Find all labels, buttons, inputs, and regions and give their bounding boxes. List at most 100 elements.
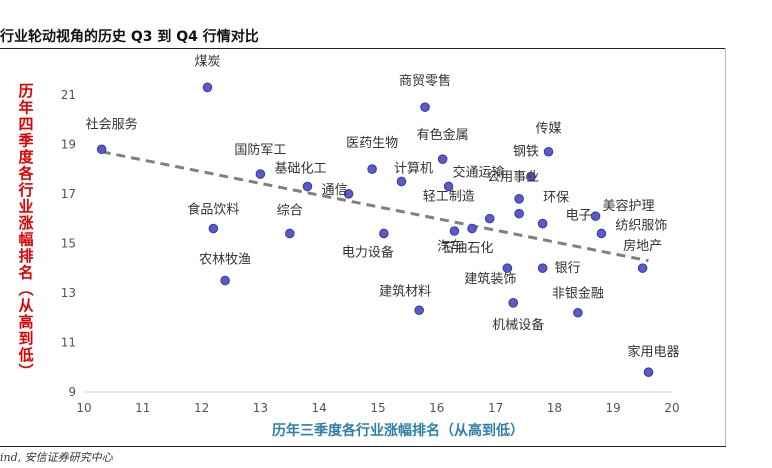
y-axis-label-char: 度 — [18, 148, 34, 166]
point-label: 国防军工 — [234, 142, 286, 158]
point-label: 基础化工 — [274, 161, 326, 176]
point-label: 建筑材料 — [379, 283, 431, 299]
data-point — [526, 171, 536, 182]
point-label: 有色金属 — [417, 127, 469, 143]
point-label: 房地产 — [623, 238, 662, 254]
y-axis-label-char: ︶ — [17, 363, 33, 381]
point-label: 公用事业 — [487, 170, 539, 185]
point-label: 非银金融 — [552, 286, 604, 302]
data-point — [596, 228, 607, 239]
data-point — [285, 228, 295, 239]
point-label: 机械设备 — [492, 317, 544, 333]
point-label: 食品饮料 — [187, 202, 239, 218]
top-rule — [0, 48, 726, 49]
data-point — [302, 181, 313, 192]
page-title: 行业轮动视角的历史 Q3 到 Q4 行情对比 — [0, 29, 259, 45]
data-point — [420, 102, 430, 112]
data-point — [590, 211, 601, 221]
point-label: 社会服务 — [86, 116, 138, 132]
data-point — [443, 181, 454, 192]
right-border — [725, 48, 726, 446]
y-axis-label-char: 历 — [18, 82, 33, 100]
x-ticks: 10 11 12 13 14 15 16 17 18 19 20 — [76, 401, 679, 415]
data-point — [343, 189, 354, 199]
y-tick-label: 15 — [61, 236, 76, 250]
point-label: 建筑装饰 — [464, 271, 516, 287]
point-label: 银行 — [555, 261, 581, 276]
y-axis-label-char: 季 — [18, 132, 33, 150]
point-label: 纺织服饰 — [615, 218, 667, 233]
y-axis-label-char: 幅 — [18, 231, 33, 249]
y-axis-label-char: 名 — [18, 264, 33, 282]
y-tick-label: 17 — [61, 187, 76, 201]
bottom-rule — [0, 446, 726, 447]
y-axis-label-char: 四 — [18, 115, 33, 133]
y-axis-label-char: 年 — [18, 99, 33, 117]
data-point — [449, 226, 460, 236]
data-point — [367, 164, 377, 174]
y-tick-label: 11 — [61, 335, 76, 349]
data-point — [202, 82, 213, 93]
data-point — [637, 263, 648, 273]
point-label: 轻工制造 — [423, 190, 475, 205]
point-label: 通信 — [322, 183, 348, 198]
y-axis-label-char: 涨 — [18, 214, 33, 232]
data-point — [220, 275, 230, 286]
x-tick-label: 10 — [76, 401, 91, 415]
y-tick-label: 9 — [68, 385, 76, 399]
data-point — [508, 298, 519, 308]
data-point — [208, 223, 219, 234]
point-label: 电子 — [566, 209, 592, 224]
y-axis-label-char: 到 — [18, 330, 33, 348]
data-point — [502, 263, 513, 273]
point-label: 农林牧渔 — [199, 253, 251, 268]
data-point — [96, 144, 107, 155]
point-label: 商贸零售 — [399, 73, 451, 89]
point-label: 环保 — [543, 191, 569, 206]
point-label: 计算机 — [394, 161, 433, 176]
data-point — [573, 307, 583, 318]
data-point — [643, 367, 654, 377]
point-label: 交通运输 — [453, 164, 505, 180]
source-note: ind, 安信证券研究中心 — [0, 451, 113, 464]
data-point — [396, 176, 407, 187]
point-label: 医药生物 — [346, 136, 398, 151]
y-axis-label-char: 业 — [18, 198, 33, 216]
x-tick-label: 16 — [429, 401, 444, 415]
point-label: 石油石化 — [441, 241, 493, 256]
data-point — [537, 218, 548, 229]
point-label: 钢铁 — [513, 145, 539, 160]
y-ticks: 9 11 13 15 17 19 21 — [61, 88, 76, 399]
y-axis-label-char: 高 — [18, 313, 33, 331]
x-axis-label: 历年三季度各行业涨幅排名（从高到低） — [272, 422, 524, 439]
data-point — [484, 213, 495, 224]
y-tick-label: 21 — [61, 88, 76, 102]
trend-line — [101, 150, 649, 263]
x-tick-label: 11 — [135, 401, 150, 415]
point-label: 煤炭 — [194, 54, 220, 69]
data-point — [255, 169, 266, 179]
y-axis-label-char: 排 — [18, 247, 33, 265]
point-label: 美容护理 — [603, 198, 655, 214]
point-label: 综合 — [277, 203, 303, 218]
x-tick-label: 17 — [488, 401, 503, 415]
data-point — [414, 305, 424, 316]
data-point — [379, 228, 389, 239]
point-label: 汽车 — [437, 239, 463, 255]
y-axis-label-char: 各 — [17, 165, 34, 183]
x-tick-label: 18 — [547, 401, 562, 415]
x-tick-label: 15 — [370, 401, 385, 415]
x-tick-label: 13 — [253, 401, 268, 415]
data-point — [537, 263, 548, 273]
x-tick-label: 20 — [664, 401, 679, 415]
y-axis-label-char: 从 — [18, 297, 33, 315]
data-point — [514, 208, 524, 219]
data-points — [96, 82, 654, 377]
x-tick-label: 14 — [312, 401, 327, 415]
point-label: 家用电器 — [627, 344, 679, 360]
x-tick-label: 12 — [194, 401, 209, 415]
point-label: 电力设备 — [342, 244, 394, 260]
